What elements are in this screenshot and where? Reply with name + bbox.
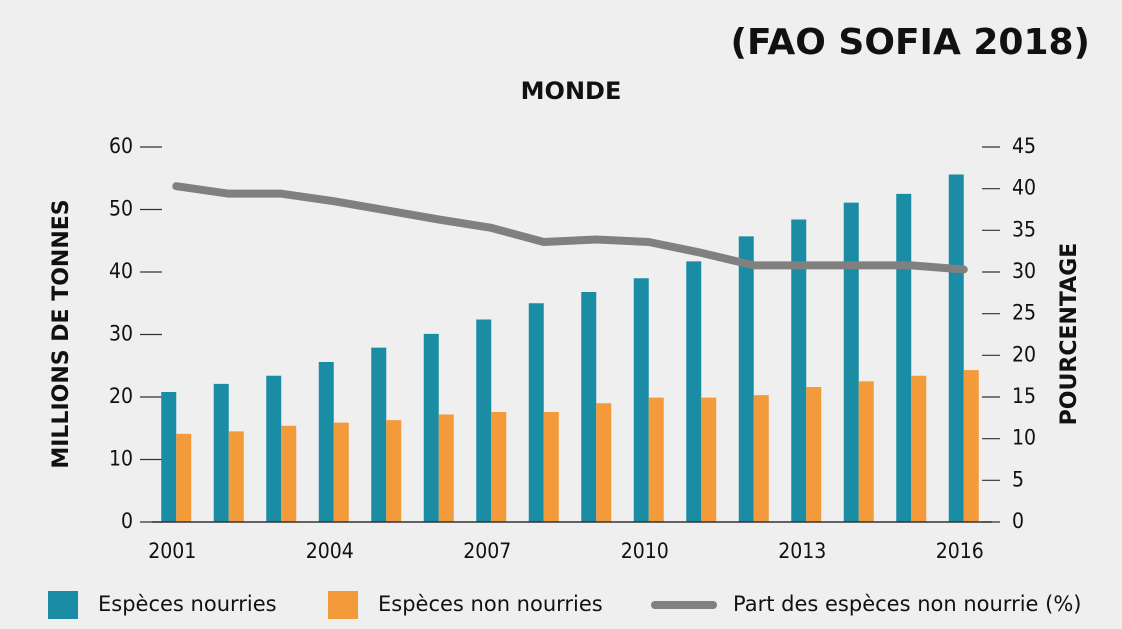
bar: [438, 414, 454, 522]
bar: [738, 236, 754, 522]
bar: [753, 395, 769, 522]
bar: [791, 219, 807, 522]
chart-title: (FAO SOFIA 2018): [731, 22, 1090, 63]
bar: [806, 387, 822, 522]
y-tick-label: 60: [109, 134, 133, 158]
bar: [423, 333, 439, 522]
bar: [648, 397, 664, 522]
bar: [333, 422, 349, 522]
x-tick-label: 2013: [778, 539, 826, 563]
bar: [386, 420, 402, 522]
y2-axis-label: POURCENTAGE: [1057, 243, 1082, 426]
y2-tick-label: 25: [1012, 301, 1036, 325]
legend-swatch: [328, 591, 358, 619]
bar: [281, 425, 297, 522]
legend-label: Part des espèces non nourrie (%): [733, 592, 1081, 616]
chart-subtitle: MONDE: [521, 77, 622, 105]
y2-tick-label: 35: [1012, 217, 1036, 241]
bar: [266, 375, 282, 522]
bar: [963, 370, 979, 522]
y2-tick-label: 10: [1012, 426, 1036, 450]
y2-tick-label: 45: [1012, 134, 1036, 158]
y-tick-label: 10: [109, 447, 133, 471]
bar: [161, 392, 177, 522]
y-tick-label: 50: [109, 197, 133, 221]
bar: [213, 383, 229, 522]
y2-tick-label: 20: [1012, 342, 1036, 366]
bar: [476, 319, 492, 522]
bar: [543, 412, 559, 522]
bar: [948, 174, 964, 522]
x-tick-label: 2001: [148, 539, 196, 563]
y2-tick-label: 5: [1012, 467, 1024, 491]
bar: [843, 202, 859, 522]
bar: [228, 431, 244, 522]
bar: [896, 193, 912, 522]
bar: [911, 375, 927, 522]
line: [172, 182, 968, 274]
bar: [858, 381, 874, 522]
x-tick-label: 2004: [306, 539, 354, 563]
legend-label: Espèces nourries: [98, 592, 277, 616]
y-tick-label: 30: [109, 322, 133, 346]
bar: [633, 278, 649, 522]
bar: [581, 292, 597, 522]
bar: [596, 403, 612, 522]
bar: [701, 397, 717, 522]
bar: [176, 433, 192, 522]
bar: [371, 347, 387, 522]
x-tick-label: 2010: [621, 539, 669, 563]
x-tick-label: 2007: [463, 539, 511, 563]
legend-label: Espèces non nourries: [378, 592, 603, 616]
legend-swatch: [48, 591, 78, 619]
x-tick-label: 2016: [936, 539, 984, 563]
y2-tick-label: 40: [1012, 176, 1036, 200]
y-tick-label: 0: [121, 509, 133, 533]
y2-tick-label: 15: [1012, 384, 1036, 408]
bar: [528, 303, 544, 522]
y2-tick-label: 0: [1012, 509, 1024, 533]
y-tick-label: 40: [109, 259, 133, 283]
bar: [491, 412, 507, 522]
y-tick-label: 20: [109, 384, 133, 408]
bar: [686, 261, 702, 522]
y2-tick-label: 30: [1012, 259, 1036, 283]
bar: [318, 362, 334, 522]
y-axis-label: MILLIONS DE TONNES: [49, 199, 74, 468]
